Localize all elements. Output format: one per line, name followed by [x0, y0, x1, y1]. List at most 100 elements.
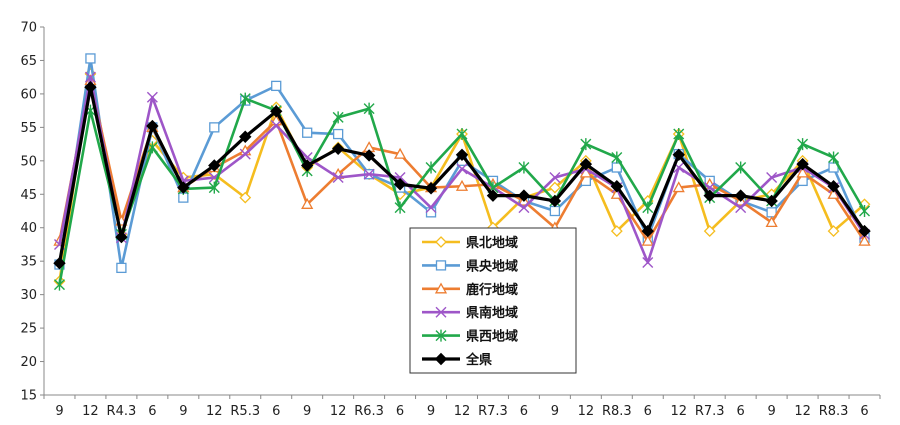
x-tick-label: R6.3	[354, 404, 384, 419]
data-point	[518, 161, 530, 174]
data-point	[146, 91, 158, 103]
data-point	[146, 141, 158, 154]
legend-label: 県北地域	[466, 235, 518, 251]
data-point	[425, 202, 437, 214]
legend-label: 県南地域	[466, 305, 518, 321]
data-point	[425, 161, 437, 174]
x-tick-label: 12	[206, 404, 223, 419]
data-point	[331, 142, 345, 155]
data-point	[177, 181, 190, 194]
data-point	[435, 260, 447, 271]
x-tick-label: 12	[670, 404, 687, 419]
series-6	[53, 81, 871, 270]
data-point	[424, 182, 438, 195]
x-tick-label: 6	[520, 404, 528, 419]
data-point	[642, 201, 654, 214]
x-tick-label: 6	[860, 404, 868, 419]
legend-item: 県央地域	[422, 258, 518, 274]
y-tick-label: 30	[20, 288, 37, 303]
data-point	[611, 151, 623, 164]
x-tick-label: 9	[551, 404, 559, 419]
data-point	[828, 151, 840, 164]
data-point	[435, 236, 447, 248]
data-point	[425, 207, 437, 218]
data-point	[517, 189, 531, 202]
data-point	[735, 161, 747, 174]
data-point	[858, 234, 871, 246]
y-tick-label: 20	[20, 355, 37, 370]
y-tick-label: 70	[20, 21, 37, 36]
legend-label: 全県	[465, 352, 492, 368]
data-point	[435, 306, 447, 318]
data-point	[363, 168, 375, 180]
data-point	[456, 128, 468, 141]
data-point	[456, 163, 468, 175]
legend-label: 県西地域	[466, 329, 518, 345]
data-point	[859, 205, 871, 217]
data-point	[486, 189, 500, 202]
data-point	[797, 138, 809, 151]
y-tick-label: 50	[20, 154, 37, 169]
data-point	[549, 172, 561, 184]
data-point	[580, 138, 592, 151]
data-point	[518, 202, 530, 214]
x-tick-label: 12	[578, 404, 595, 419]
data-point	[641, 224, 654, 238]
x-tick-label: 9	[427, 404, 435, 419]
data-point	[393, 147, 407, 159]
x-tick-label: R8.3	[819, 404, 849, 419]
data-point	[579, 157, 593, 171]
data-point	[455, 148, 469, 162]
data-point	[239, 191, 252, 204]
data-point	[455, 179, 469, 191]
data-point	[642, 257, 654, 269]
data-point	[641, 234, 654, 246]
data-point	[332, 128, 344, 140]
data-point	[209, 122, 220, 133]
data-point	[208, 159, 221, 172]
data-point	[146, 119, 159, 133]
data-point	[548, 194, 562, 208]
legend-box	[409, 227, 577, 374]
data-point	[301, 197, 314, 209]
x-tick-label: 9	[303, 404, 311, 419]
data-point	[239, 148, 251, 160]
data-point	[734, 189, 747, 202]
y-tick-label: 15	[20, 389, 37, 404]
data-point	[332, 172, 344, 184]
data-point	[300, 159, 314, 172]
data-point	[53, 278, 65, 291]
series-layer	[53, 53, 871, 291]
legend-item: 県西地域	[422, 329, 518, 345]
y-tick-label: 25	[20, 322, 37, 337]
data-point	[673, 128, 685, 141]
y-tick-label: 35	[20, 255, 37, 270]
x-tick-label: 6	[272, 404, 280, 419]
x-tick-label: R7.3	[478, 404, 508, 419]
x-tick-label: 9	[767, 404, 775, 419]
x-tick-label: 12	[454, 404, 471, 419]
data-point	[116, 262, 127, 274]
data-point	[239, 92, 251, 105]
data-point	[672, 181, 685, 193]
legend-label: 県央地域	[466, 258, 518, 274]
x-tick-label: 12	[794, 404, 811, 419]
data-point	[703, 225, 716, 237]
data-point	[766, 172, 778, 184]
axes: 15 20 25 30 35 40 45 50 55 60 65 70 9 12 R4.3 6 9 12 R5.3 6…	[20, 21, 881, 419]
data-point	[394, 201, 406, 214]
data-point	[53, 256, 66, 270]
y-tick-label: 65	[20, 54, 37, 69]
x-tick-label: 12	[330, 404, 347, 419]
data-point	[302, 127, 313, 138]
data-point	[208, 181, 220, 194]
x-tick-label: R7.3	[695, 404, 725, 419]
data-point	[549, 205, 561, 217]
x-tick-label: 6	[396, 404, 404, 419]
data-point	[332, 111, 344, 124]
legend-item: 県北地域	[422, 235, 518, 251]
data-point	[672, 148, 685, 162]
x-tick-label: 6	[737, 404, 745, 419]
data-point	[435, 329, 447, 342]
